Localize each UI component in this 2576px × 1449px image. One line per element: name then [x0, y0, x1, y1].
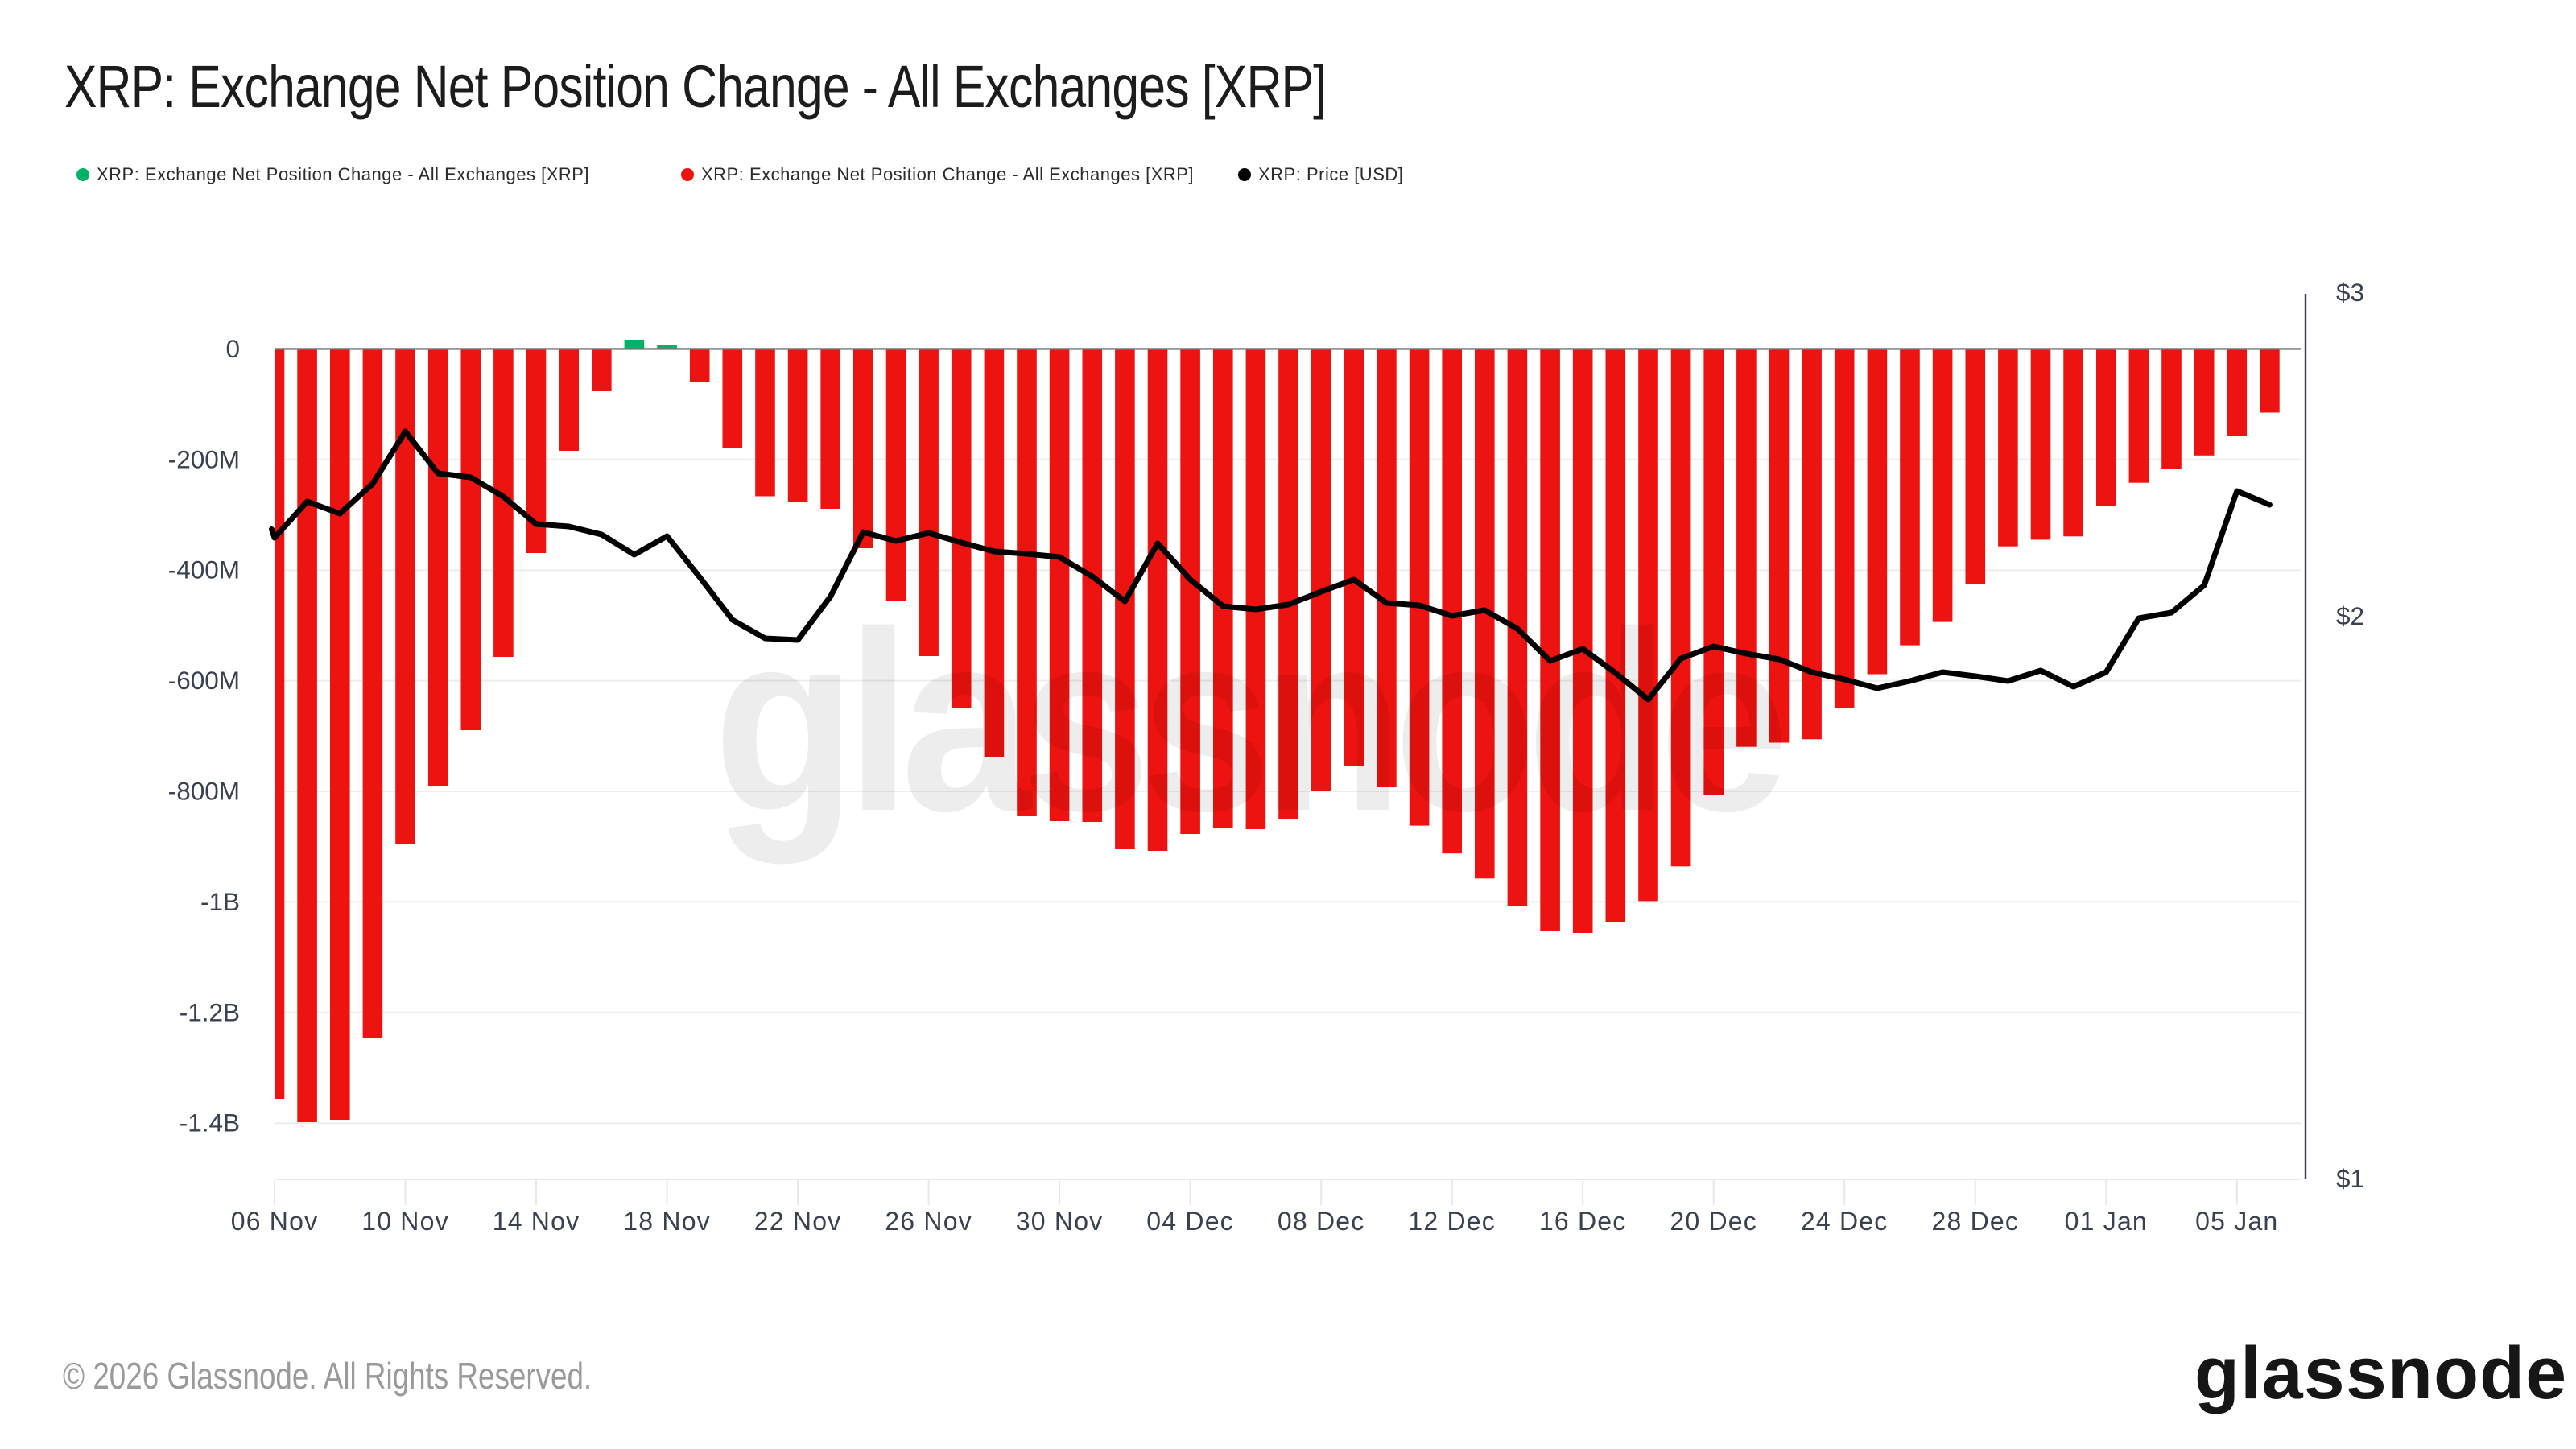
svg-text:$1: $1	[2336, 1164, 2364, 1193]
svg-text:12 Dec: 12 Dec	[1408, 1207, 1496, 1236]
svg-text:$2: $2	[2336, 601, 2364, 630]
svg-text:-1B: -1B	[200, 887, 240, 916]
svg-text:glassnode: glassnode	[713, 578, 1783, 866]
svg-text:24 Dec: 24 Dec	[1801, 1207, 1889, 1236]
svg-text:16 Dec: 16 Dec	[1539, 1207, 1627, 1236]
svg-text:30 Nov: 30 Nov	[1016, 1207, 1104, 1236]
svg-text:-600M: -600M	[168, 666, 240, 695]
svg-text:$3: $3	[2336, 278, 2364, 307]
svg-text:-800M: -800M	[168, 777, 240, 806]
svg-text:10 Nov: 10 Nov	[361, 1207, 449, 1236]
svg-text:-200M: -200M	[168, 444, 240, 473]
svg-text:06 Nov: 06 Nov	[231, 1207, 319, 1236]
svg-text:04 Dec: 04 Dec	[1146, 1207, 1234, 1236]
svg-text:-400M: -400M	[168, 555, 240, 584]
svg-text:18 Nov: 18 Nov	[623, 1207, 711, 1236]
svg-text:08 Dec: 08 Dec	[1278, 1207, 1365, 1236]
svg-text:22 Nov: 22 Nov	[754, 1207, 842, 1236]
svg-text:-1.2B: -1.2B	[180, 997, 240, 1026]
svg-text:01 Jan: 01 Jan	[2065, 1207, 2148, 1236]
svg-text:20 Dec: 20 Dec	[1670, 1207, 1757, 1236]
svg-text:14 Nov: 14 Nov	[493, 1207, 580, 1236]
svg-text:-1.4B: -1.4B	[180, 1108, 240, 1137]
svg-text:26 Nov: 26 Nov	[885, 1207, 972, 1236]
svg-text:05 Jan: 05 Jan	[2195, 1207, 2278, 1236]
svg-text:0: 0	[225, 334, 240, 363]
svg-text:28 Dec: 28 Dec	[1932, 1207, 2020, 1236]
